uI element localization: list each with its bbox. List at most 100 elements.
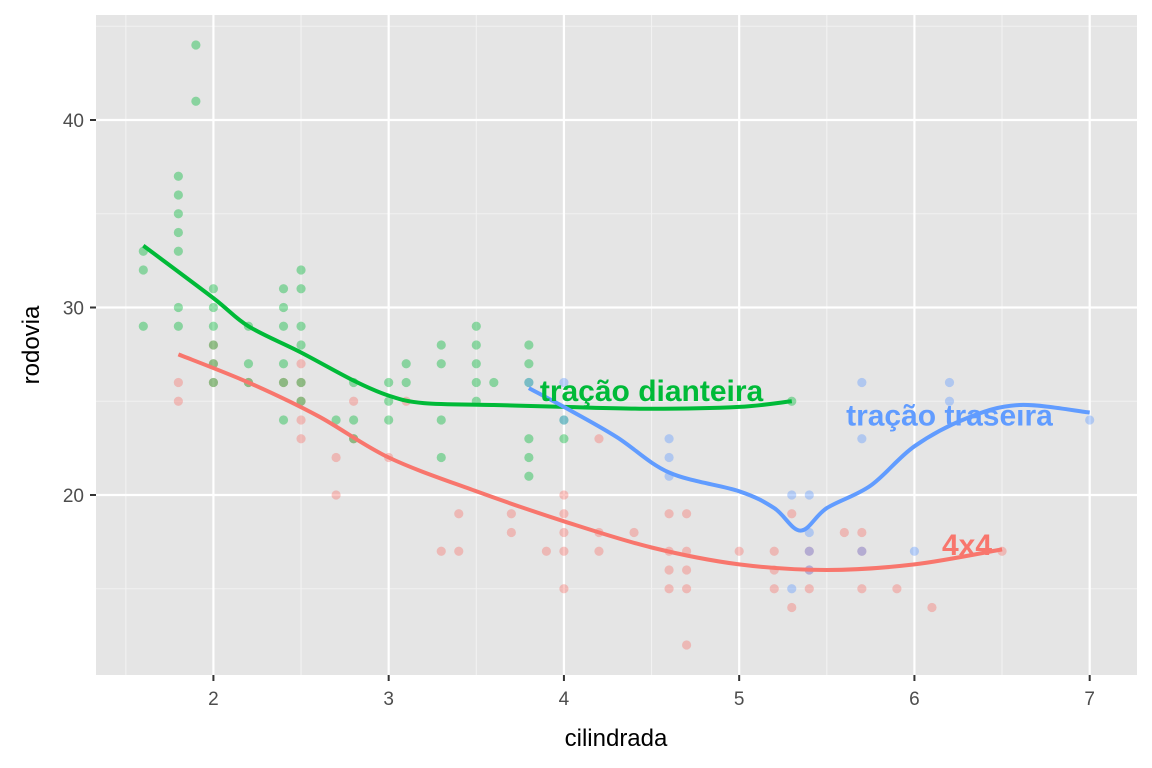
plot-panel	[96, 15, 1137, 675]
scatter-point	[787, 584, 797, 594]
scatter-point	[173, 396, 183, 406]
scatter-point	[191, 40, 201, 50]
scatter-point	[349, 396, 359, 406]
scatter-point	[278, 415, 289, 425]
scatter-point	[296, 265, 306, 275]
scatter-point	[173, 246, 183, 256]
scatter-point	[436, 452, 446, 463]
scatter-point	[857, 434, 867, 444]
x-tick-label: 2	[208, 689, 219, 710]
scatter-point	[559, 377, 569, 388]
scatter-point	[1085, 415, 1095, 425]
scatter-point	[664, 565, 674, 575]
y-tick-label: 20	[63, 486, 84, 507]
x-axis-title: cilindrada	[565, 725, 668, 752]
scatter-point	[173, 209, 183, 219]
scatter-point	[296, 359, 306, 369]
x-tick-label: 4	[559, 689, 570, 710]
scatter-point	[208, 340, 219, 350]
scatter-point	[208, 377, 219, 388]
minor-gridlines	[96, 15, 1137, 675]
scatter-point	[296, 434, 306, 444]
scatter-point	[804, 546, 814, 556]
scatter-point	[664, 452, 674, 463]
scatter-point	[436, 546, 446, 556]
scatter-point	[173, 302, 183, 313]
scatter-point	[524, 359, 534, 369]
scatter-point	[944, 396, 955, 406]
scatter-point	[944, 377, 955, 388]
scatter-point	[857, 377, 867, 388]
scatter-point	[436, 415, 446, 425]
scatter-point	[804, 490, 814, 500]
scatter-point	[804, 546, 814, 556]
scatter-point	[296, 415, 306, 425]
scatter-point	[559, 434, 569, 444]
series-label: tração traseira	[846, 399, 1053, 432]
scatter-point	[559, 527, 569, 538]
smooth-curves	[142, 244, 1090, 573]
scatter-point	[524, 340, 534, 350]
scatter-point	[857, 527, 867, 538]
scatter-point	[208, 284, 219, 294]
scatter-point	[787, 509, 797, 519]
scatter-point	[927, 602, 937, 613]
scatter-point	[489, 377, 499, 388]
scatter-points	[138, 40, 1095, 650]
scatter-point	[384, 415, 394, 425]
scatter-point	[296, 396, 306, 406]
scatter-point	[243, 359, 254, 369]
scatter-point	[401, 377, 411, 388]
scatter-point	[559, 546, 569, 556]
scatter-point	[436, 340, 446, 350]
scatter-point	[524, 434, 534, 444]
scatter-point	[349, 415, 359, 425]
scatter-point	[191, 96, 201, 106]
scatter-point	[208, 321, 219, 331]
scatter-point	[506, 509, 516, 519]
scatter-point	[471, 359, 481, 369]
scatter-point	[541, 546, 551, 556]
scatter-point	[857, 546, 867, 556]
scatter-point	[296, 321, 306, 331]
scatter-point	[384, 377, 394, 388]
scatter-point	[436, 359, 446, 369]
scatter-point	[559, 415, 569, 425]
scatter-point	[278, 377, 289, 388]
scatter-point	[559, 509, 569, 519]
scatter-point	[594, 434, 604, 444]
scatter-point	[296, 396, 306, 406]
x-tick-label: 6	[909, 689, 920, 710]
scatter-point	[296, 377, 306, 388]
scatter-point	[664, 434, 674, 444]
scatter-point	[278, 359, 289, 369]
scatter-point	[173, 227, 183, 238]
scatter-point	[857, 584, 867, 594]
scatter-point	[909, 546, 920, 556]
scatter-point	[892, 584, 902, 594]
scatter-point	[682, 640, 692, 650]
scatter-point	[524, 452, 534, 463]
x-tick-label: 5	[734, 689, 745, 710]
scatter-point	[559, 584, 569, 594]
scatter-point	[278, 284, 289, 294]
scatter-point	[278, 321, 289, 331]
scatter-point	[401, 359, 411, 369]
scatter-point	[787, 490, 797, 500]
scatter-point	[173, 171, 183, 181]
scatter-point	[664, 509, 674, 519]
scatter-point	[524, 471, 534, 481]
scatter-point	[594, 546, 604, 556]
scatter-point	[331, 490, 341, 500]
scatter-point	[296, 284, 306, 294]
x-tick-label: 7	[1084, 689, 1095, 710]
series-labels: 4x4 tração dianteira tração traseira	[540, 375, 1053, 562]
scatter-point	[278, 302, 289, 313]
scatter-point	[454, 509, 464, 519]
scatter-point	[734, 546, 744, 556]
scatter-point	[173, 377, 183, 388]
scatter-point	[296, 377, 306, 388]
smooth-line	[527, 386, 1090, 533]
scatter-point	[208, 340, 219, 350]
y-axis-title: rodovia	[18, 305, 45, 384]
